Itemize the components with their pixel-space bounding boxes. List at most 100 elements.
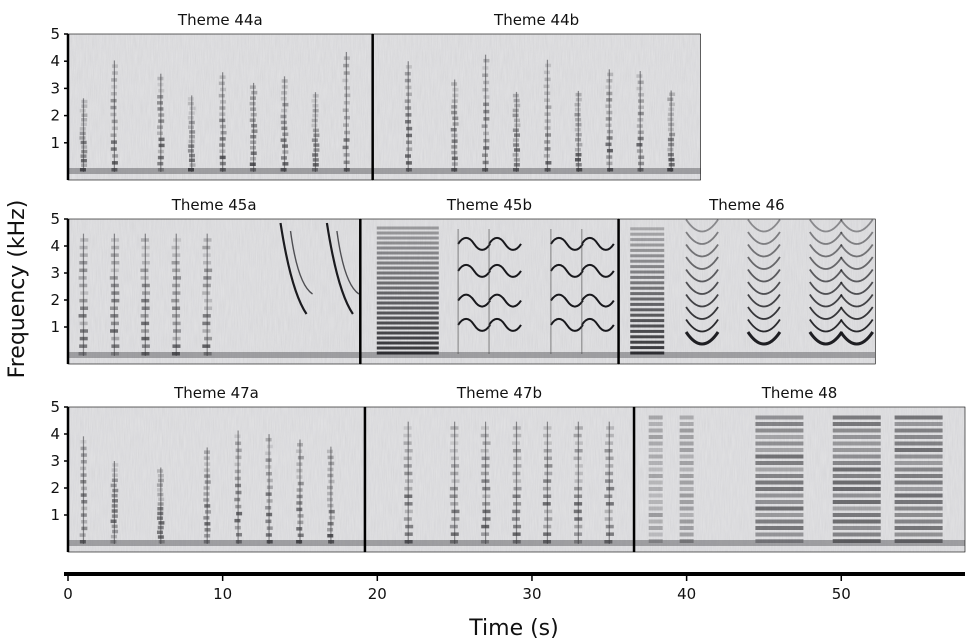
- panel-theme-47a: Theme 47a: [67, 384, 366, 553]
- call-mark: [79, 98, 88, 172]
- call-mark: [171, 233, 182, 356]
- call-mark: [457, 229, 491, 354]
- y-tick-label: 1: [50, 506, 60, 524]
- call-mark: [894, 415, 943, 543]
- y-tick-label: 5: [50, 210, 60, 228]
- call-mark: [311, 92, 320, 172]
- call-mark: [512, 91, 521, 172]
- call-mark: [187, 95, 196, 172]
- y-axis-label: Frequency (kHz): [5, 200, 30, 379]
- y-tick-label: 3: [50, 79, 60, 97]
- panel-title: Theme 45b: [446, 196, 532, 214]
- call-mark: [110, 60, 119, 172]
- y-tick-label: 3: [50, 452, 60, 470]
- frequency-axis-row-2: 1 2 3 4 5: [50, 210, 70, 364]
- spectrogram-panels: Theme 44a Theme 44b Theme 45a Theme 45b Them…: [67, 11, 966, 553]
- x-tick-label: 30: [522, 585, 541, 603]
- x-tick-label: 10: [213, 585, 232, 603]
- call-mark: [580, 229, 615, 354]
- call-mark: [605, 69, 614, 172]
- call-mark: [218, 72, 227, 172]
- call-mark: [109, 233, 120, 356]
- call-mark: [279, 222, 313, 315]
- call-mark: [203, 447, 211, 544]
- frequency-axis-row-3: 1 2 3 4 5: [50, 398, 70, 552]
- call-mark: [542, 421, 553, 544]
- call-mark: [376, 226, 439, 355]
- x-tick-label: 50: [832, 585, 851, 603]
- call-mark: [450, 79, 459, 172]
- panel-title: Theme 48: [761, 384, 838, 402]
- call-mark: [342, 51, 351, 172]
- y-tick-label: 2: [50, 107, 60, 125]
- y-tick-label: 3: [50, 264, 60, 282]
- call-mark: [79, 436, 88, 544]
- call-mark: [325, 222, 360, 315]
- call-mark: [808, 219, 844, 346]
- x-tick-label: 20: [368, 585, 387, 603]
- call-mark: [839, 219, 874, 346]
- y-tick-label: 5: [50, 25, 60, 43]
- call-mark: [511, 421, 522, 544]
- call-mark: [543, 59, 552, 172]
- call-mark: [667, 90, 676, 172]
- panel-theme-47b: Theme 47b: [363, 384, 635, 553]
- y-tick-label: 4: [50, 425, 60, 443]
- call-mark: [573, 421, 583, 544]
- call-mark: [449, 421, 460, 544]
- call-mark: [488, 229, 522, 354]
- y-tick-label: 4: [50, 52, 60, 70]
- y-tick-label: 1: [50, 134, 60, 152]
- x-tick-label: 0: [63, 585, 73, 603]
- call-mark: [550, 229, 584, 354]
- call-mark: [280, 76, 289, 172]
- y-tick-label: 1: [50, 318, 60, 336]
- panel-theme-48: Theme 48: [632, 384, 966, 553]
- call-mark: [604, 421, 615, 544]
- call-mark: [755, 415, 804, 543]
- call-mark: [480, 421, 491, 544]
- panel-theme-45b: Theme 45b: [359, 196, 619, 365]
- frequency-axes: 1 2 3 4 5 1 2 3 4 5 1 2 3 4 5: [50, 25, 70, 552]
- y-tick-label: 5: [50, 398, 60, 416]
- call-mark: [156, 467, 165, 544]
- panel-title: Theme 44b: [493, 11, 579, 29]
- x-tick-label: 40: [677, 585, 696, 603]
- call-mark: [265, 434, 273, 544]
- panel-title: Theme 47a: [173, 384, 259, 402]
- panel-title: Theme 47b: [456, 384, 542, 402]
- call-mark: [648, 415, 663, 543]
- y-tick-label: 2: [50, 291, 60, 309]
- panel-theme-44a: Theme 44a: [67, 11, 373, 181]
- call-mark: [746, 219, 782, 346]
- call-mark: [679, 415, 694, 543]
- call-mark: [234, 430, 243, 544]
- panel-title: Theme 45a: [171, 196, 257, 214]
- call-mark: [481, 54, 490, 172]
- call-mark: [403, 421, 414, 544]
- y-tick-label: 2: [50, 479, 60, 497]
- call-mark: [156, 73, 165, 172]
- panel-theme-44b: Theme 44b: [371, 11, 701, 181]
- time-axis: 0 10 20 30 40 50: [63, 572, 965, 603]
- call-mark: [832, 415, 881, 543]
- frequency-axis-row-1: 1 2 3 4 5: [50, 25, 70, 180]
- panel-theme-45a: Theme 45a: [67, 196, 361, 365]
- call-mark: [636, 71, 645, 172]
- call-mark: [78, 233, 89, 356]
- x-axis-label: Time (s): [468, 616, 558, 641]
- call-mark: [404, 61, 413, 172]
- call-mark: [140, 233, 151, 356]
- call-mark: [326, 446, 335, 544]
- panel-theme-46: Theme 46: [617, 196, 876, 365]
- call-mark: [684, 219, 720, 346]
- call-mark: [296, 439, 304, 544]
- panel-title: Theme 46: [708, 196, 785, 214]
- call-mark: [110, 461, 119, 544]
- y-tick-label: 4: [50, 237, 60, 255]
- call-mark: [249, 82, 258, 172]
- panel-title: Theme 44a: [177, 11, 263, 29]
- call-mark: [574, 90, 583, 172]
- call-mark: [202, 233, 213, 356]
